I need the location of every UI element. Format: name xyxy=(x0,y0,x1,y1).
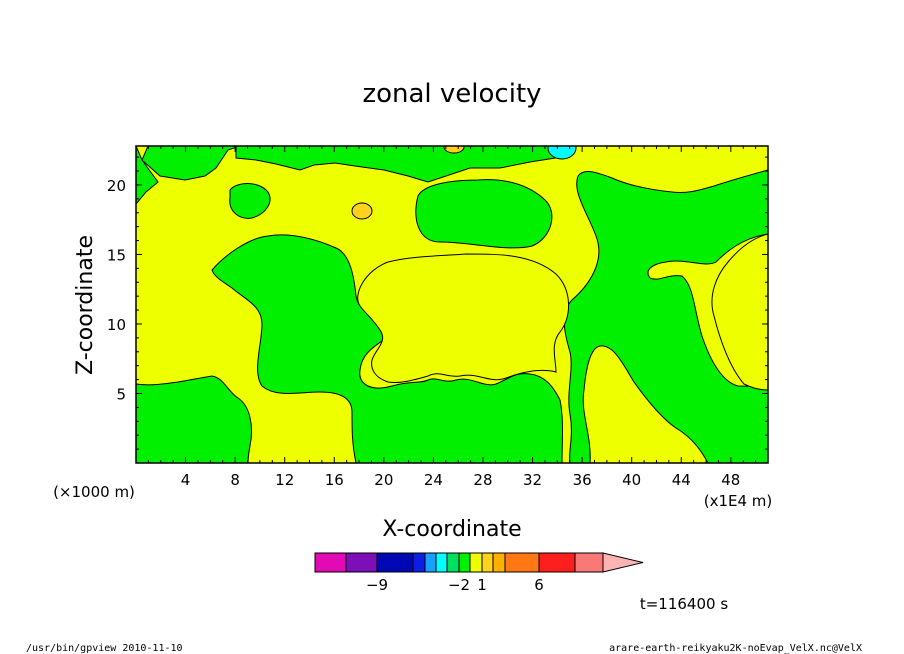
x-tick-label: 32 xyxy=(523,471,542,489)
region-yellow-right-lobe xyxy=(711,233,768,391)
time-label: t=116400 s xyxy=(640,595,728,613)
region-yellow-center-inner xyxy=(357,253,570,383)
y-tick-label: 5 xyxy=(116,385,126,403)
colorbar-label: −2 xyxy=(448,576,470,594)
x-axis-label: X-coordinate xyxy=(382,517,521,542)
x-tick-label: 12 xyxy=(275,471,294,489)
colorbar: −9 −2 1 6 xyxy=(314,552,644,594)
colorbar-segment xyxy=(538,552,576,573)
x-tick-label: 20 xyxy=(374,471,393,489)
x-tick-label: 16 xyxy=(325,471,344,489)
footer-left: /usr/bin/gpview 2010-11-10 xyxy=(26,643,183,654)
region-green-blob-center xyxy=(415,179,553,249)
colorbar-segment xyxy=(574,552,604,573)
region-green-bottom-left xyxy=(136,375,252,463)
region-orange-top xyxy=(443,146,465,154)
x-scale-label-left: (×1000 m) xyxy=(53,483,135,501)
colorbar-segment xyxy=(504,552,540,573)
x-tick-label: 48 xyxy=(721,471,740,489)
colorbar-segment xyxy=(314,552,347,573)
y-tick-label: 10 xyxy=(107,316,126,334)
colorbar-segment xyxy=(376,552,414,573)
x-tick-label: 4 xyxy=(181,471,191,489)
colorbar-label: 6 xyxy=(534,576,544,594)
x-tick-label: 8 xyxy=(230,471,240,489)
x-scale-label-right: (x1E4 m) xyxy=(704,492,773,510)
region-green-top-band xyxy=(235,146,561,183)
x-axis: 4 8 12 16 20 24 28 32 36 40 44 48 xyxy=(147,146,757,489)
y-tick-label: 15 xyxy=(107,246,126,264)
y-tick-label: 20 xyxy=(107,177,126,195)
region-green-top-left xyxy=(136,146,241,205)
colorbar-arrow xyxy=(602,552,644,573)
colorbar-segment xyxy=(481,552,494,573)
x-tick-label: 40 xyxy=(622,471,641,489)
colorbar-segment xyxy=(469,552,483,573)
region-green-center-large xyxy=(211,234,563,463)
colorbar-segment xyxy=(435,552,448,573)
x-tick-label: 28 xyxy=(473,471,492,489)
colorbar-segment xyxy=(424,552,437,573)
footer-right: arare-earth-reikyaku2K-noEvap_VelX.nc@Ve… xyxy=(609,643,862,654)
contour-plot xyxy=(136,146,768,463)
region-orange-blob xyxy=(351,202,373,220)
x-tick-label: 24 xyxy=(424,471,443,489)
colorbar-segment xyxy=(446,552,460,573)
colorbar-segment xyxy=(412,552,426,573)
colorbar-segment xyxy=(345,552,378,573)
region-green-right xyxy=(560,146,768,463)
y-axis-label: Z-coordinate xyxy=(73,235,98,375)
colorbar-segment xyxy=(458,552,471,573)
colorbar-label: −9 xyxy=(366,576,388,594)
colorbar-label: 1 xyxy=(477,576,487,594)
colorbar-segment xyxy=(492,552,506,573)
x-tick-label: 36 xyxy=(573,471,592,489)
region-green-blob-left xyxy=(229,183,271,219)
plot-frame xyxy=(135,145,769,464)
x-tick-label: 44 xyxy=(672,471,691,489)
region-cyan-top xyxy=(547,146,577,160)
chart-title: zonal velocity xyxy=(362,79,541,109)
y-axis: 5 10 15 20 xyxy=(107,156,768,450)
